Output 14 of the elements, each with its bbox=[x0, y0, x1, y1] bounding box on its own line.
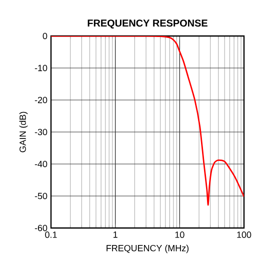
y-tick-label: -60 bbox=[34, 224, 48, 232]
y-tick-label: -50 bbox=[34, 192, 48, 200]
x-axis-title: FREQUENCY (MHz) bbox=[106, 244, 189, 254]
x-tick-label: 0.1 bbox=[45, 232, 57, 238]
chart-title: FREQUENCY RESPONSE bbox=[88, 20, 208, 29]
y-tick-label: 0 bbox=[42, 32, 48, 40]
x-tick-label: 100 bbox=[237, 232, 252, 238]
x-tick-label: 10 bbox=[175, 232, 184, 238]
y-tick-label: -40 bbox=[34, 160, 48, 168]
x-tick-label: 1 bbox=[114, 232, 118, 238]
y-tick-label: -30 bbox=[34, 128, 48, 136]
y-tick-label: -20 bbox=[34, 96, 48, 104]
y-tick-label: -10 bbox=[34, 64, 48, 72]
y-axis-title: GAIN (dB) bbox=[19, 112, 28, 152]
